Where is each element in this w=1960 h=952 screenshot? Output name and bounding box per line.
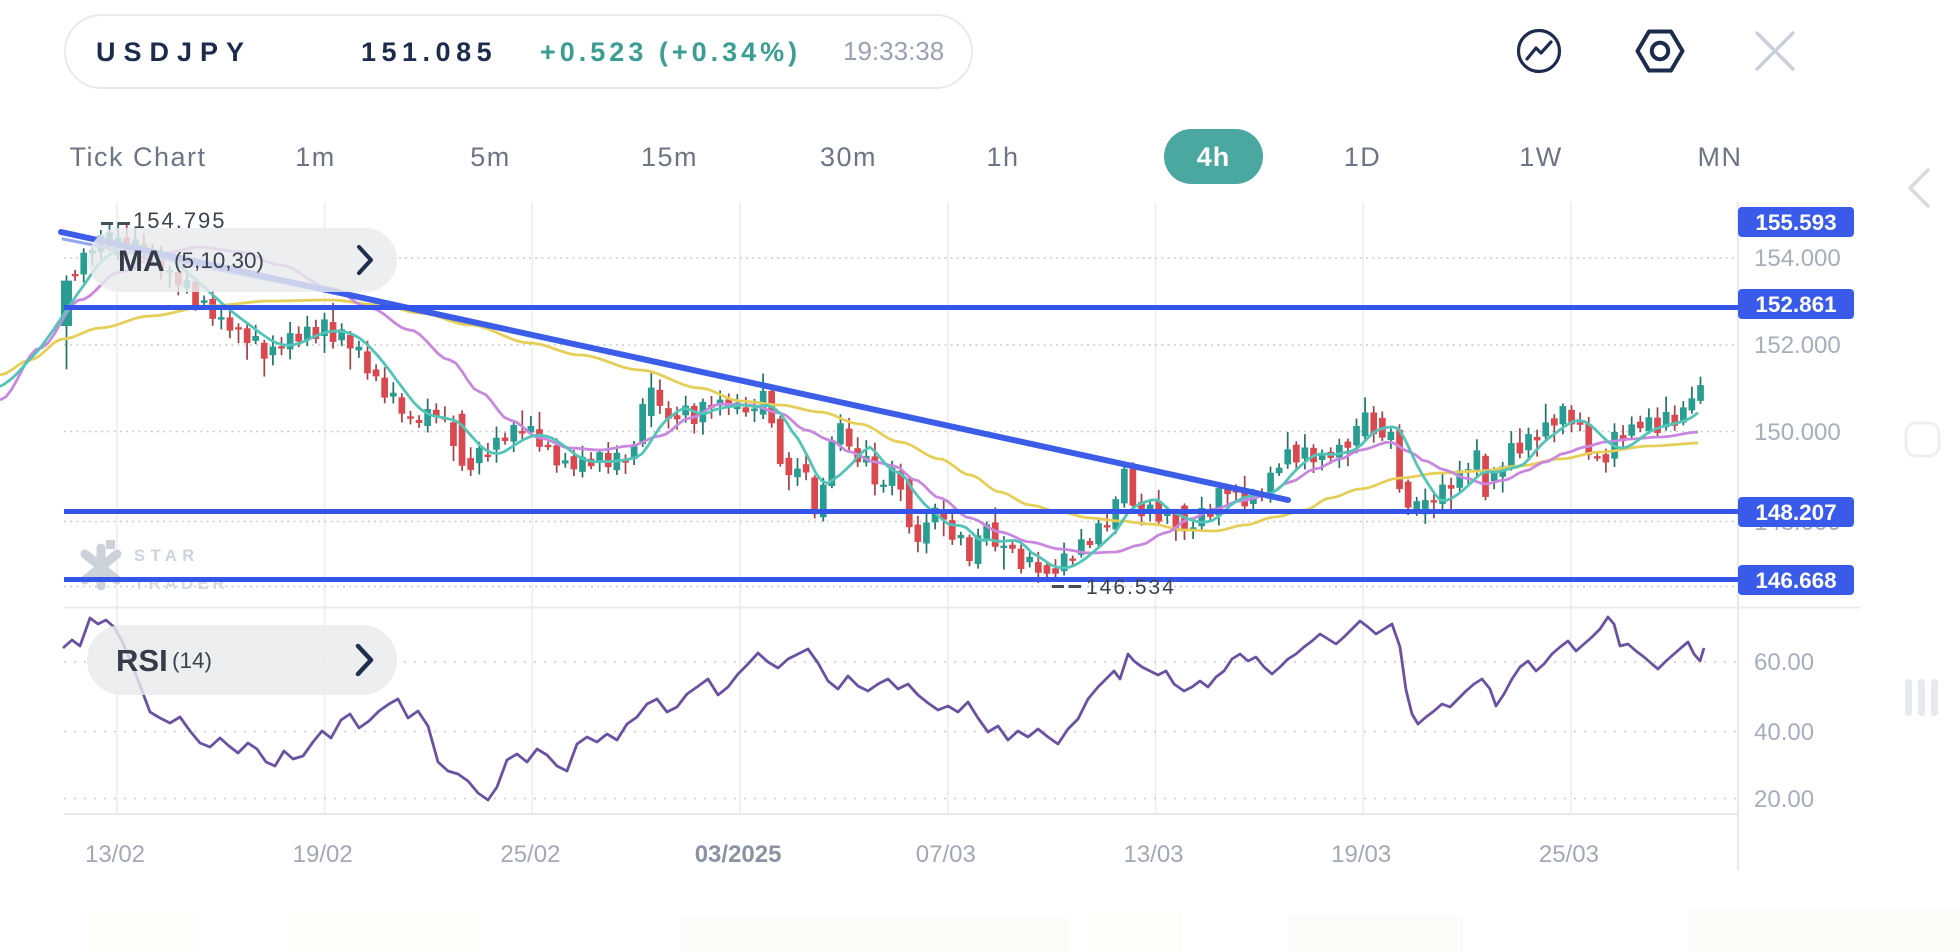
svg-text:152.000: 152.000 [1754,332,1841,359]
svg-text:15m: 15m [641,142,698,172]
svg-text:151.085: 151.085 [361,37,497,67]
svg-text:TRADER: TRADER [134,574,229,593]
svg-text:1h: 1h [986,142,1019,172]
svg-text:USDJPY: USDJPY [96,37,252,67]
svg-text:13/02: 13/02 [85,841,145,868]
svg-text:1D: 1D [1344,142,1382,172]
svg-text:152.861: 152.861 [1755,292,1836,317]
svg-text:Tick Chart: Tick Chart [69,142,206,172]
svg-text:4h: 4h [1197,142,1231,172]
svg-text:19/03: 19/03 [1331,841,1391,868]
svg-text:MA: MA [118,245,165,278]
svg-text:150.000: 150.000 [1754,419,1841,446]
svg-text:5m: 5m [470,142,511,172]
svg-text:(5,10,30): (5,10,30) [174,248,264,273]
svg-text:154.000: 154.000 [1754,245,1841,272]
svg-text:1m: 1m [295,142,336,172]
svg-text:60.00: 60.00 [1754,649,1814,676]
svg-text:+0.523 (+0.34%): +0.523 (+0.34%) [540,37,801,67]
svg-text:(14): (14) [172,648,212,673]
svg-text:MN: MN [1698,142,1743,172]
svg-text:25/02: 25/02 [500,841,560,868]
svg-text:146.668: 146.668 [1755,568,1836,593]
svg-text:20.00: 20.00 [1754,786,1814,813]
svg-text:1W: 1W [1519,142,1563,172]
svg-text:19/02: 19/02 [293,841,353,868]
svg-text:07/03: 07/03 [916,841,976,868]
svg-text:155.593: 155.593 [1755,210,1836,235]
svg-text:30m: 30m [820,142,877,172]
svg-text:RSI: RSI [116,643,168,678]
svg-text:13/03: 13/03 [1123,841,1183,868]
svg-text:STAR: STAR [134,547,200,565]
svg-text:25/03: 25/03 [1539,841,1599,868]
svg-text:40.00: 40.00 [1754,719,1814,746]
svg-text:146.534: 146.534 [1086,576,1176,599]
svg-text:148.207: 148.207 [1755,500,1836,525]
svg-text:19:33:38: 19:33:38 [843,36,944,66]
svg-text:03/2025: 03/2025 [695,841,782,868]
